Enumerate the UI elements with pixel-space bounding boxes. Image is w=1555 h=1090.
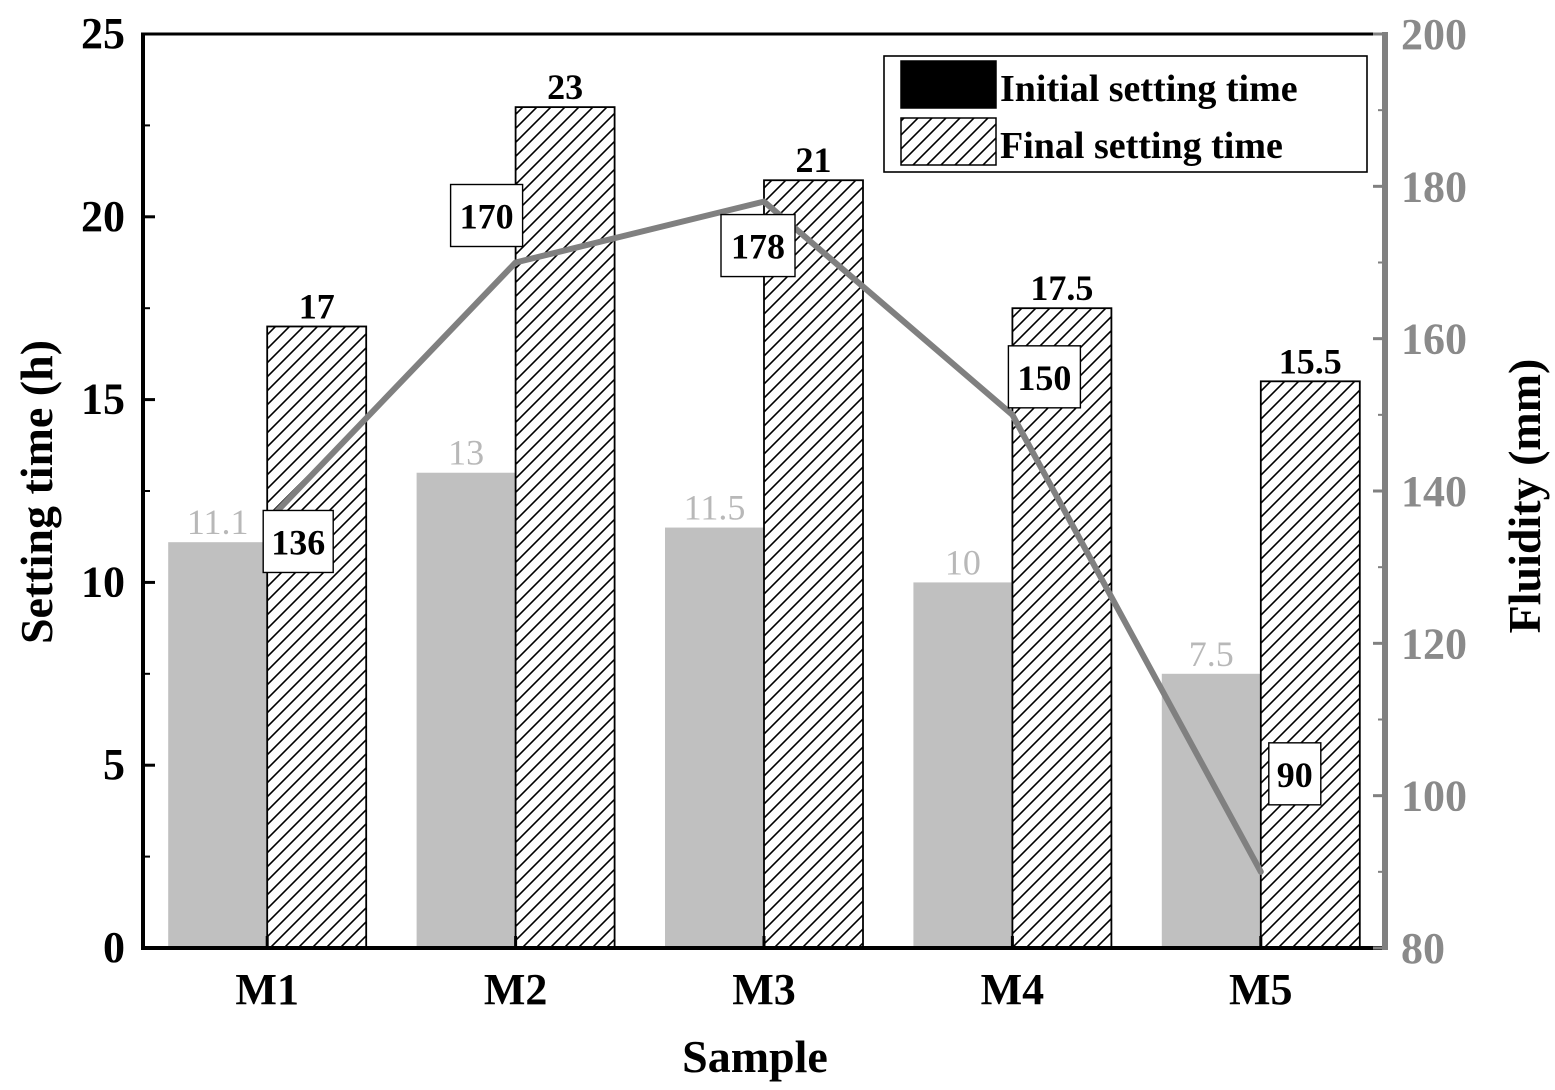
final-value-label-M2: 23 [547, 67, 583, 107]
x-tick-label-M2: M2 [484, 965, 548, 1014]
initial-bar-M4 [913, 582, 1013, 948]
y-tick-label-0: 0 [103, 923, 125, 972]
y2-tick-label-100: 100 [1401, 772, 1467, 821]
final-value-label-M4: 17.5 [1030, 268, 1093, 308]
initial-value-label-M4: 10 [945, 542, 981, 582]
y-tick-label-15: 15 [81, 375, 125, 424]
fluidity-label-box-M4 [1007, 345, 1082, 409]
initial-value-label-M3: 11.5 [684, 488, 746, 528]
axes-layer: 0 5 10 15 20 25 80 100 120 140 160 180 200 M1 M2 M3 M4 M5 [81, 9, 1467, 1014]
initial-value-label-M5: 7.5 [1189, 634, 1234, 674]
final-bar-M5 [1259, 380, 1361, 949]
labels-layer: 11.1 17 13 23 11.5 21 10 17.5 7.5 15.5 136 170 178 15… [187, 67, 1342, 806]
final-value-label-M5: 15.5 [1279, 341, 1342, 381]
initial-value-label-M1: 11.1 [187, 502, 249, 542]
x-axis-title: Sample [682, 1031, 828, 1082]
y-tick-label-5: 5 [103, 740, 125, 789]
y-axis-title: Setting time (h) [11, 340, 62, 644]
fluidity-value-label-M2: 170 [460, 197, 514, 237]
y-tick-label-25: 25 [81, 9, 125, 58]
y2-tick-label-80: 80 [1401, 924, 1445, 973]
x-tick-label-M4: M4 [981, 965, 1045, 1014]
legend-swatch-final [900, 117, 997, 166]
legend-swatch-initial [900, 60, 997, 109]
y2-tick-label-180: 180 [1401, 162, 1467, 211]
initial-bar-M3 [665, 527, 764, 948]
initial-value-label-M2: 13 [448, 433, 484, 473]
y-tick-label-20: 20 [81, 192, 125, 241]
initial-bar-M2 [416, 472, 516, 948]
fluidity-label-box-M2 [449, 183, 524, 248]
y2-tick-label-160: 160 [1401, 315, 1467, 364]
y-tick-label-10: 10 [81, 557, 125, 606]
legend: Initial setting time Final setting time [883, 55, 1368, 173]
fluidity-label-box-M1 [262, 509, 334, 574]
final-bar-M3 [763, 179, 864, 949]
y2-tick-label-140: 140 [1401, 467, 1467, 516]
fluidity-value-label-M4: 150 [1017, 358, 1071, 398]
fluidity-label-box-M3 [720, 213, 796, 278]
fluidity-line [264, 198, 1264, 875]
fluidity-label-box-M5 [1268, 742, 1322, 806]
initial-bar-M1 [168, 542, 268, 948]
fluidity-value-label-M3: 178 [731, 227, 785, 267]
fluidity-value-label-M1: 136 [271, 522, 325, 562]
x-tick-label-M5: M5 [1229, 965, 1293, 1014]
y2-axis-title: Fluidity (mm) [1499, 359, 1550, 634]
y2-tick-label-120: 120 [1401, 619, 1467, 668]
fluidity-value-label-M5: 90 [1277, 755, 1313, 795]
legend-label-final: Final setting time [1000, 125, 1283, 167]
final-value-label-M1: 17 [299, 286, 335, 326]
y2-tick-label-200: 200 [1401, 10, 1467, 59]
final-value-label-M3: 21 [796, 140, 832, 180]
legend-label-initial: Initial setting time [1000, 68, 1298, 110]
x-tick-label-M1: M1 [235, 965, 299, 1014]
final-bar-M4 [1011, 307, 1113, 949]
final-bar-M2 [514, 106, 616, 949]
bars-layer [168, 106, 1361, 949]
line-layer [264, 198, 1264, 875]
final-bar-M1 [266, 325, 368, 949]
x-tick-label-M3: M3 [732, 965, 796, 1014]
